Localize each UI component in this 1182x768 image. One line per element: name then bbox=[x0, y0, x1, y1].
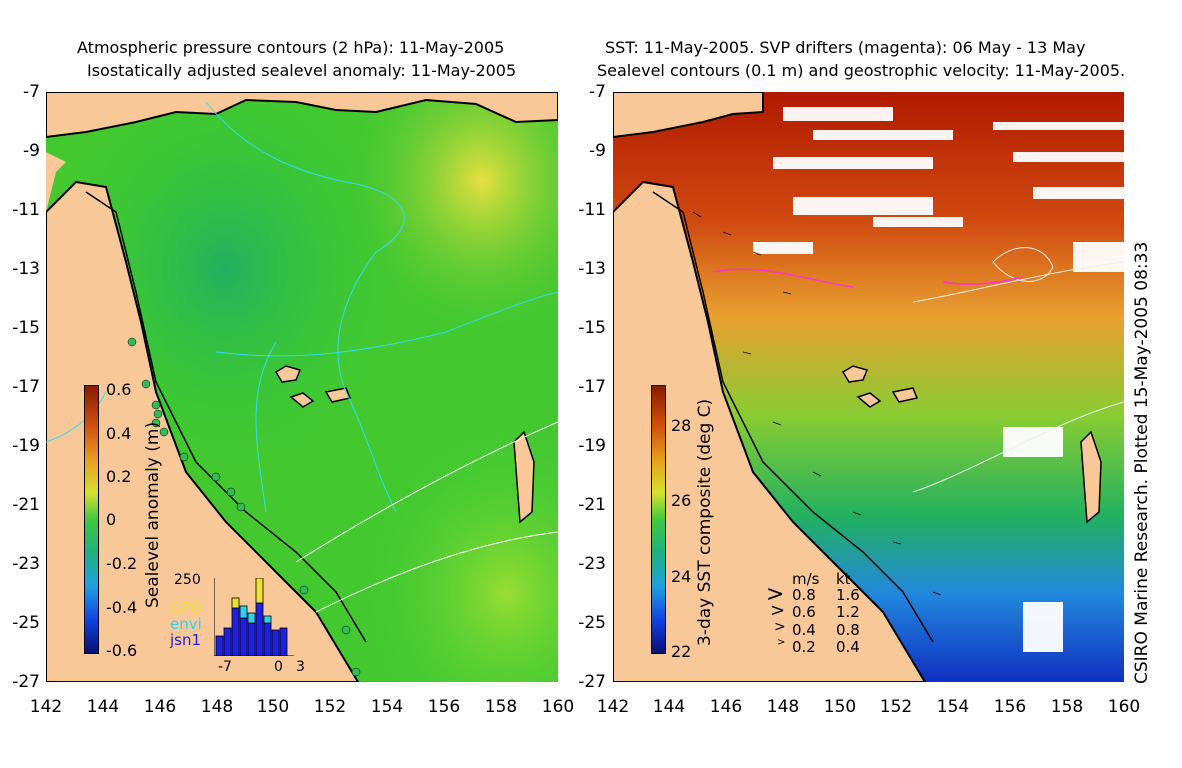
velocity-legend-ms: 0.4 bbox=[792, 621, 816, 639]
velocity-legend-ms: 0.8 bbox=[792, 586, 816, 604]
y-tick: -21 bbox=[578, 495, 606, 515]
velocity-legend-ms: 0.2 bbox=[792, 638, 816, 656]
y-tick: -15 bbox=[12, 318, 40, 338]
y-tick: -13 bbox=[578, 259, 606, 279]
velocity-arrow-icon: > bbox=[777, 637, 786, 648]
y-tick: -13 bbox=[12, 259, 40, 279]
velocity-legend-header-ms: m/s bbox=[792, 570, 820, 588]
y-tick: -11 bbox=[578, 200, 606, 220]
x-tick: 158 bbox=[484, 697, 518, 717]
sealevel-anomaly-map bbox=[46, 92, 558, 682]
sealevel-colorbar-tick: 0 bbox=[106, 510, 117, 529]
y-tick: -23 bbox=[12, 554, 40, 574]
sealevel-colorbar-label: Sealevel anomaly (m) bbox=[143, 421, 163, 608]
velocity-legend-kt: 1.6 bbox=[836, 586, 860, 604]
x-tick: 144 bbox=[86, 697, 120, 717]
y-tick: -19 bbox=[578, 436, 606, 456]
sealevel-colorbar-tick: 0.4 bbox=[106, 424, 132, 443]
velocity-arrow-icon: > bbox=[774, 619, 786, 635]
x-tick: 146 bbox=[143, 697, 177, 717]
sst-colorbar-tick: 26 bbox=[671, 491, 692, 510]
x-tick: 160 bbox=[541, 697, 575, 717]
inset-xtick: -7 bbox=[218, 659, 232, 675]
x-tick: 156 bbox=[427, 697, 461, 717]
inset-xtick: 0 bbox=[274, 659, 283, 675]
x-tick: 154 bbox=[936, 697, 970, 717]
x-tick: 152 bbox=[313, 697, 347, 717]
sealevel-colorbar-tick: -0.6 bbox=[106, 641, 138, 660]
velocity-arrow-icon: > bbox=[766, 582, 785, 607]
x-tick: 156 bbox=[993, 697, 1027, 717]
x-tick: 148 bbox=[766, 697, 800, 717]
x-tick: 152 bbox=[879, 697, 913, 717]
inset-xtick: 3 bbox=[296, 659, 305, 675]
altimeter-inset bbox=[213, 577, 294, 657]
inset-legend-jsn1: jsn1 bbox=[170, 631, 202, 649]
velocity-legend-header-kt: kt bbox=[836, 570, 851, 588]
x-tick: 146 bbox=[709, 697, 743, 717]
sst-map bbox=[613, 92, 1124, 682]
y-tick: -27 bbox=[578, 672, 606, 692]
velocity-legend-kt: 1.2 bbox=[836, 603, 860, 621]
velocity-legend-ms: 0.6 bbox=[792, 603, 816, 621]
inset-legend-gfo: GFO bbox=[170, 599, 203, 617]
y-tick: -25 bbox=[578, 613, 606, 633]
y-tick: -7 bbox=[23, 82, 40, 102]
left-title-line1: Atmospheric pressure contours (2 hPa): 1… bbox=[77, 38, 505, 57]
y-tick: -11 bbox=[12, 200, 40, 220]
sealevel-colorbar bbox=[84, 385, 99, 654]
sealevel-colorbar-tick: -0.2 bbox=[106, 554, 138, 573]
x-tick: 144 bbox=[652, 697, 686, 717]
y-tick: -17 bbox=[578, 377, 606, 397]
sealevel-colorbar-tick: -0.4 bbox=[106, 598, 138, 617]
inset-legend-envi: envi bbox=[170, 615, 202, 633]
x-tick: 150 bbox=[823, 697, 857, 717]
y-tick: -23 bbox=[578, 554, 606, 574]
y-tick: -27 bbox=[12, 672, 40, 692]
credit-text: CSIRO Marine Research. Plotted 15-May-20… bbox=[1132, 241, 1152, 684]
sst-colorbar-tick: 28 bbox=[671, 416, 692, 435]
left-title-line2: Isostatically adjusted sealevel anomaly:… bbox=[87, 61, 517, 80]
sst-colorbar-tick: 24 bbox=[671, 567, 692, 586]
x-tick: 150 bbox=[256, 697, 290, 717]
sst-colorbar bbox=[651, 385, 666, 654]
y-tick: -7 bbox=[589, 82, 606, 102]
y-tick: -9 bbox=[589, 141, 606, 161]
y-tick: -15 bbox=[578, 318, 606, 338]
x-tick: 142 bbox=[596, 697, 630, 717]
x-tick: 154 bbox=[370, 697, 404, 717]
velocity-arrow-icon: > bbox=[770, 600, 786, 621]
x-tick: 142 bbox=[29, 697, 63, 717]
y-tick: -17 bbox=[12, 377, 40, 397]
velocity-legend-kt: 0.8 bbox=[836, 621, 860, 639]
velocity-legend-kt: 0.4 bbox=[836, 638, 860, 656]
y-tick: -21 bbox=[12, 495, 40, 515]
right-title-line1: SST: 11-May-2005. SVP drifters (magenta)… bbox=[605, 38, 1086, 57]
sst-colorbar-label: 3-day SST composite (deg C) bbox=[695, 398, 715, 646]
y-tick: -25 bbox=[12, 613, 40, 633]
inset-ymax-label: 250 bbox=[174, 572, 201, 588]
sst-colorbar-tick: 22 bbox=[671, 642, 692, 661]
sealevel-colorbar-tick: 0.2 bbox=[106, 467, 132, 486]
x-tick: 158 bbox=[1050, 697, 1084, 717]
y-tick: -19 bbox=[12, 436, 40, 456]
y-tick: -9 bbox=[23, 141, 40, 161]
sealevel-colorbar-tick: 0.6 bbox=[106, 380, 132, 399]
x-tick: 148 bbox=[200, 697, 234, 717]
x-tick: 160 bbox=[1107, 697, 1141, 717]
right-title-line2: Sealevel contours (0.1 m) and geostrophi… bbox=[597, 61, 1126, 80]
